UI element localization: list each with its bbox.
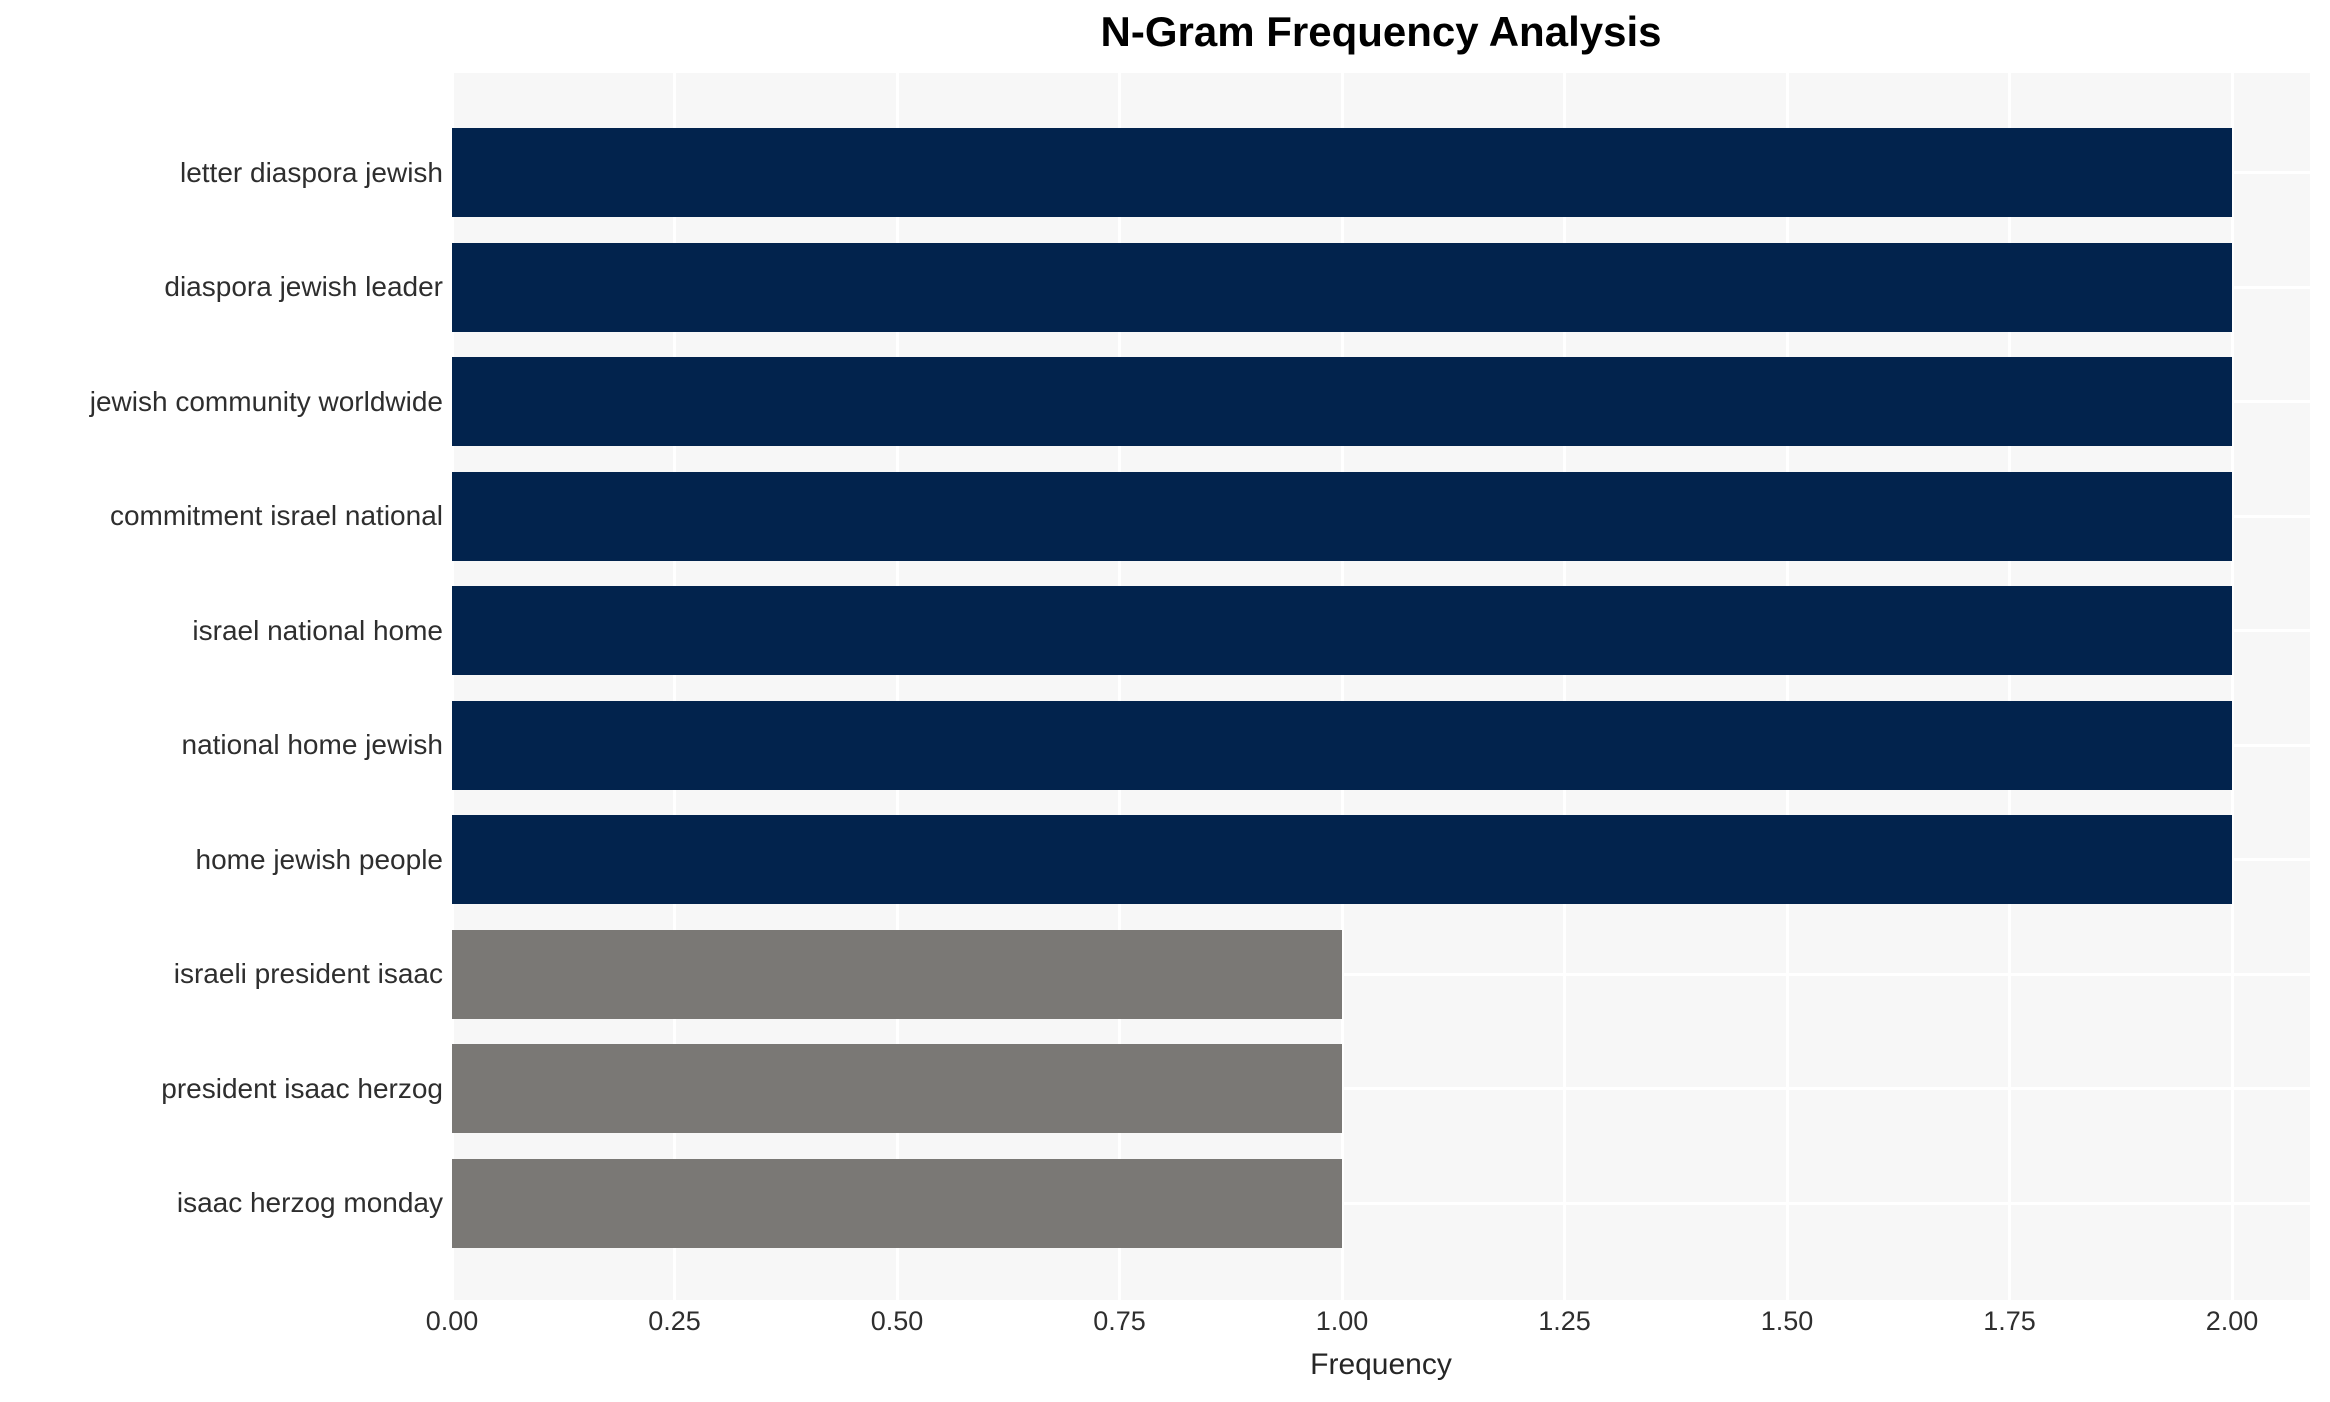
- y-tick-label: israeli president isaac: [173, 958, 443, 989]
- horizontal-gridline: [452, 1201, 2310, 1205]
- vertical-gridline: [1563, 73, 1566, 1300]
- x-tick-label: 0.00: [425, 1306, 479, 1336]
- y-tick-label: israel national home: [192, 614, 443, 646]
- bar: [452, 1158, 1342, 1248]
- horizontal-gridline: [452, 972, 2310, 976]
- x-tick-label: 1.75: [1983, 1306, 2036, 1336]
- bar: [452, 929, 1342, 1019]
- vertical-gridline: [1118, 73, 1121, 1300]
- x-tick-label: 0.50: [870, 1306, 924, 1336]
- x-tick-label: 0.75: [1093, 1306, 1146, 1336]
- y-tick-label: jewish community worldwide: [89, 385, 443, 417]
- y-tick-label: letter diaspora jewish: [179, 156, 443, 188]
- y-tick-label: isaac herzog monday: [176, 1187, 443, 1218]
- vertical-gridline: [2230, 73, 2234, 1300]
- bar: [452, 700, 2232, 790]
- y-tick-label: president isaac herzog: [161, 1072, 443, 1104]
- bar: [452, 128, 2232, 217]
- plot-area: [452, 73, 2310, 1300]
- x-tick-label: 1.25: [1538, 1306, 1591, 1336]
- x-tick-label: 0.25: [648, 1306, 701, 1336]
- y-tick-label: national home jewish: [181, 729, 444, 760]
- x-tick-label: 1.50: [1760, 1306, 1814, 1336]
- y-tick-label: commitment israel national: [109, 500, 443, 531]
- x-tick-label: 1.00: [1315, 1306, 1369, 1336]
- bar: [452, 1044, 1342, 1133]
- vertical-gridline: [673, 73, 676, 1300]
- bar: [452, 815, 2232, 904]
- vertical-gridline: [895, 73, 899, 1300]
- bar: [452, 586, 2232, 675]
- vertical-gridline: [1340, 73, 1344, 1300]
- vertical-gridline: [1785, 73, 1789, 1300]
- horizontal-gridline: [452, 1087, 2310, 1090]
- x-tick-label: 2.00: [2205, 1306, 2259, 1336]
- vertical-gridline: [2008, 73, 2011, 1300]
- y-tick-label: diaspora jewish leader: [164, 271, 443, 302]
- bar: [452, 471, 2232, 561]
- chart-title: N-Gram Frequency Analysis: [1100, 8, 1662, 55]
- vertical-gridline: [452, 73, 454, 1300]
- bar: [452, 242, 2232, 332]
- y-tick-label: home jewish people: [195, 843, 444, 875]
- x-axis-title: Frequency: [1310, 1348, 1452, 1381]
- bar: [452, 357, 2232, 446]
